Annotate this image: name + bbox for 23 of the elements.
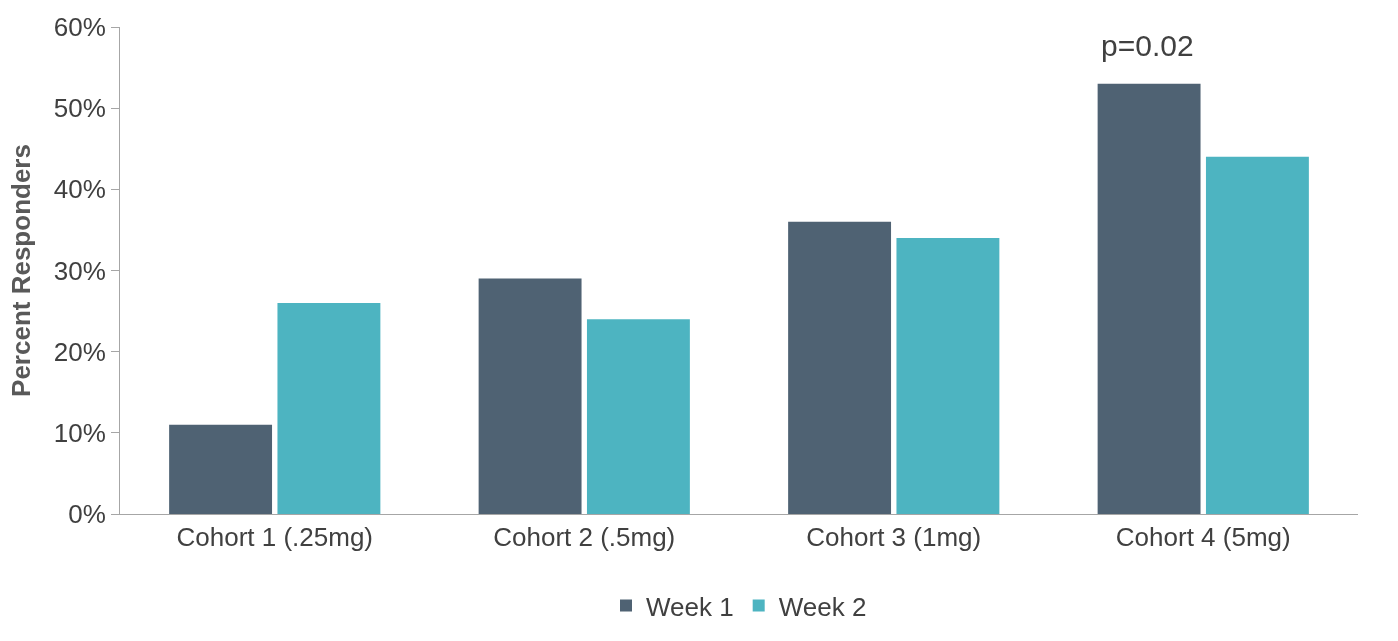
x-tick-label: Cohort 2 (.5mg) bbox=[493, 522, 676, 553]
y-tick-label: 30% bbox=[53, 255, 106, 286]
x-tick-label: Cohort 4 (5mg) bbox=[1115, 522, 1291, 553]
y-tick-label: 60% bbox=[53, 12, 106, 43]
y-axis-title: Percent Responders bbox=[6, 144, 37, 397]
annotation: p=0.02 bbox=[1101, 29, 1194, 62]
bar bbox=[1097, 83, 1201, 514]
y-tick-label: 50% bbox=[53, 93, 106, 124]
y-tick-label: 0% bbox=[68, 499, 106, 530]
legend-label: Week 2 bbox=[778, 591, 867, 622]
bar bbox=[788, 221, 892, 514]
x-tick-label: Cohort 3 (1mg) bbox=[806, 522, 982, 553]
bar bbox=[1205, 156, 1309, 514]
y-tick-label: 20% bbox=[53, 336, 106, 367]
bar bbox=[478, 278, 582, 514]
x-tick-label: Cohort 1 (.25mg) bbox=[176, 522, 374, 553]
y-tick-label: 10% bbox=[53, 417, 106, 448]
y-tick-label: 40% bbox=[53, 174, 106, 205]
bar bbox=[277, 302, 381, 514]
bar bbox=[586, 319, 690, 514]
bar bbox=[169, 424, 273, 514]
legend-label: Week 1 bbox=[646, 591, 734, 622]
bar bbox=[896, 238, 1000, 514]
